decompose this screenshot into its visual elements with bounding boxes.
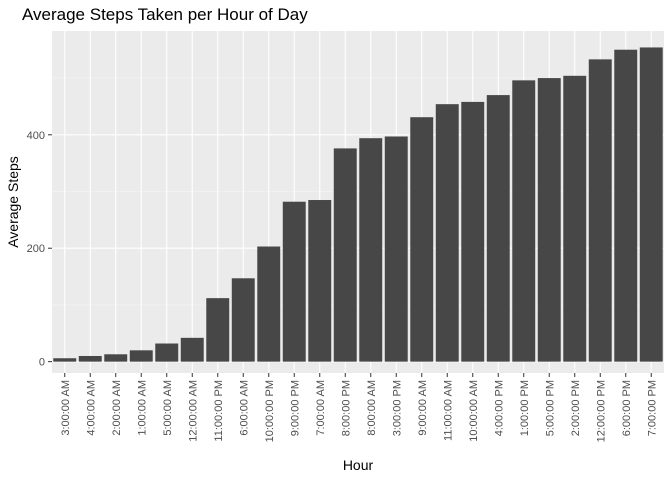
x-tick-label: 6:00:00 PM — [621, 380, 633, 436]
bar — [206, 298, 230, 362]
bar — [231, 278, 255, 362]
bar — [588, 59, 612, 362]
bar — [359, 138, 383, 362]
x-tick-label: 9:00:00 AM — [417, 380, 429, 436]
x-tick-label: 6:00:00 AM — [238, 380, 250, 436]
y-axis-title: Average Steps — [5, 156, 21, 248]
y-axis: 0 200 400 — [27, 130, 52, 369]
x-tick-label: 1:00:00 PM — [519, 380, 531, 436]
x-tick-label: 11:00:00 PM — [213, 380, 225, 442]
y-tick-label: 0 — [39, 357, 45, 369]
x-tick-label: 2:00:00 PM — [570, 380, 582, 436]
bar — [486, 95, 510, 362]
bar — [639, 47, 663, 362]
plot-panel — [52, 31, 664, 373]
bar — [563, 75, 587, 362]
x-axis: 3:00:00 AM 4:00:00 AM 2:00:00 AM 1:00:00 AM… — [60, 373, 658, 442]
x-tick-label: 8:00:00 AM — [366, 380, 378, 436]
bar — [384, 136, 408, 362]
x-tick-label: 3:00:00 AM — [60, 380, 72, 436]
bar — [537, 78, 561, 362]
bar — [282, 201, 306, 362]
bar — [614, 49, 638, 362]
bar — [435, 104, 459, 362]
y-tick-label: 200 — [27, 243, 45, 255]
bar — [512, 80, 536, 362]
x-tick-label: 5:00:00 PM — [544, 380, 556, 436]
x-tick-label: 9:00:00 PM — [289, 380, 301, 436]
x-tick-label: 4:00:00 PM — [493, 380, 505, 436]
x-tick-label: 10:00:00 PM — [264, 380, 276, 442]
x-tick-label: 12:00:00 PM — [595, 380, 607, 442]
chart-title: Average Steps Taken per Hour of Day — [22, 5, 308, 24]
bar — [104, 354, 128, 362]
bar — [461, 101, 485, 362]
bar — [410, 117, 434, 362]
bar — [78, 355, 102, 362]
bar — [53, 358, 77, 362]
bar — [333, 148, 357, 362]
x-tick-label: 7:00:00 PM — [646, 380, 658, 436]
x-tick-label: 7:00:00 AM — [315, 380, 327, 436]
x-tick-label: 1:00:00 AM — [136, 380, 148, 436]
bar — [257, 246, 281, 362]
x-axis-title: Hour — [343, 457, 374, 473]
x-tick-label: 2:00:00 AM — [111, 380, 123, 436]
x-tick-label: 11:00:00 AM — [442, 380, 454, 441]
bars — [53, 47, 663, 362]
x-tick-label: 4:00:00 AM — [85, 380, 97, 436]
bar — [180, 337, 204, 362]
bar — [308, 200, 332, 362]
y-tick-label: 400 — [27, 130, 45, 142]
x-tick-label: 8:00:00 PM — [340, 380, 352, 436]
x-tick-label: 3:00:00 PM — [391, 380, 403, 436]
x-tick-label: 12:00:00 AM — [187, 380, 199, 442]
bar — [155, 343, 179, 362]
x-tick-label: 5:00:00 AM — [162, 380, 174, 436]
bar — [129, 350, 153, 362]
x-tick-label: 10:00:00 AM — [468, 380, 480, 442]
